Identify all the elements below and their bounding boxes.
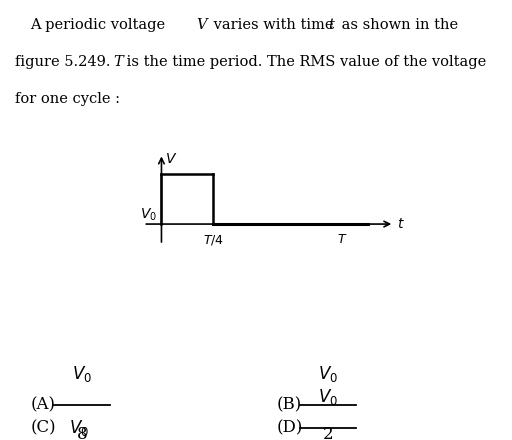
Text: T: T bbox=[113, 55, 123, 69]
Text: 2: 2 bbox=[323, 426, 333, 440]
Text: A periodic voltage: A periodic voltage bbox=[30, 18, 170, 32]
Text: is the time period. The RMS value of the voltage: is the time period. The RMS value of the… bbox=[122, 55, 486, 69]
Text: $t$: $t$ bbox=[397, 217, 404, 231]
Text: 8: 8 bbox=[77, 426, 87, 440]
Text: $V_0$: $V_0$ bbox=[140, 207, 157, 223]
Text: (B): (B) bbox=[276, 396, 302, 413]
Text: (C): (C) bbox=[31, 419, 56, 436]
Text: for one cycle :: for one cycle : bbox=[15, 92, 120, 106]
Text: varies with time: varies with time bbox=[209, 18, 338, 32]
Text: $T$: $T$ bbox=[337, 233, 348, 246]
Text: $V$: $V$ bbox=[164, 152, 177, 166]
Text: (A): (A) bbox=[31, 396, 56, 413]
Text: figure 5.249.: figure 5.249. bbox=[15, 55, 115, 69]
Text: (D): (D) bbox=[276, 419, 303, 436]
Text: $V_0$: $V_0$ bbox=[69, 418, 89, 438]
Text: $V_0$: $V_0$ bbox=[317, 387, 338, 407]
Text: $V_0$: $V_0$ bbox=[317, 364, 338, 384]
Text: V: V bbox=[196, 18, 207, 32]
Text: $V_0$: $V_0$ bbox=[72, 364, 92, 384]
Text: t: t bbox=[328, 18, 334, 32]
Text: $T/4$: $T/4$ bbox=[203, 233, 224, 247]
Text: as shown in the: as shown in the bbox=[337, 18, 458, 32]
